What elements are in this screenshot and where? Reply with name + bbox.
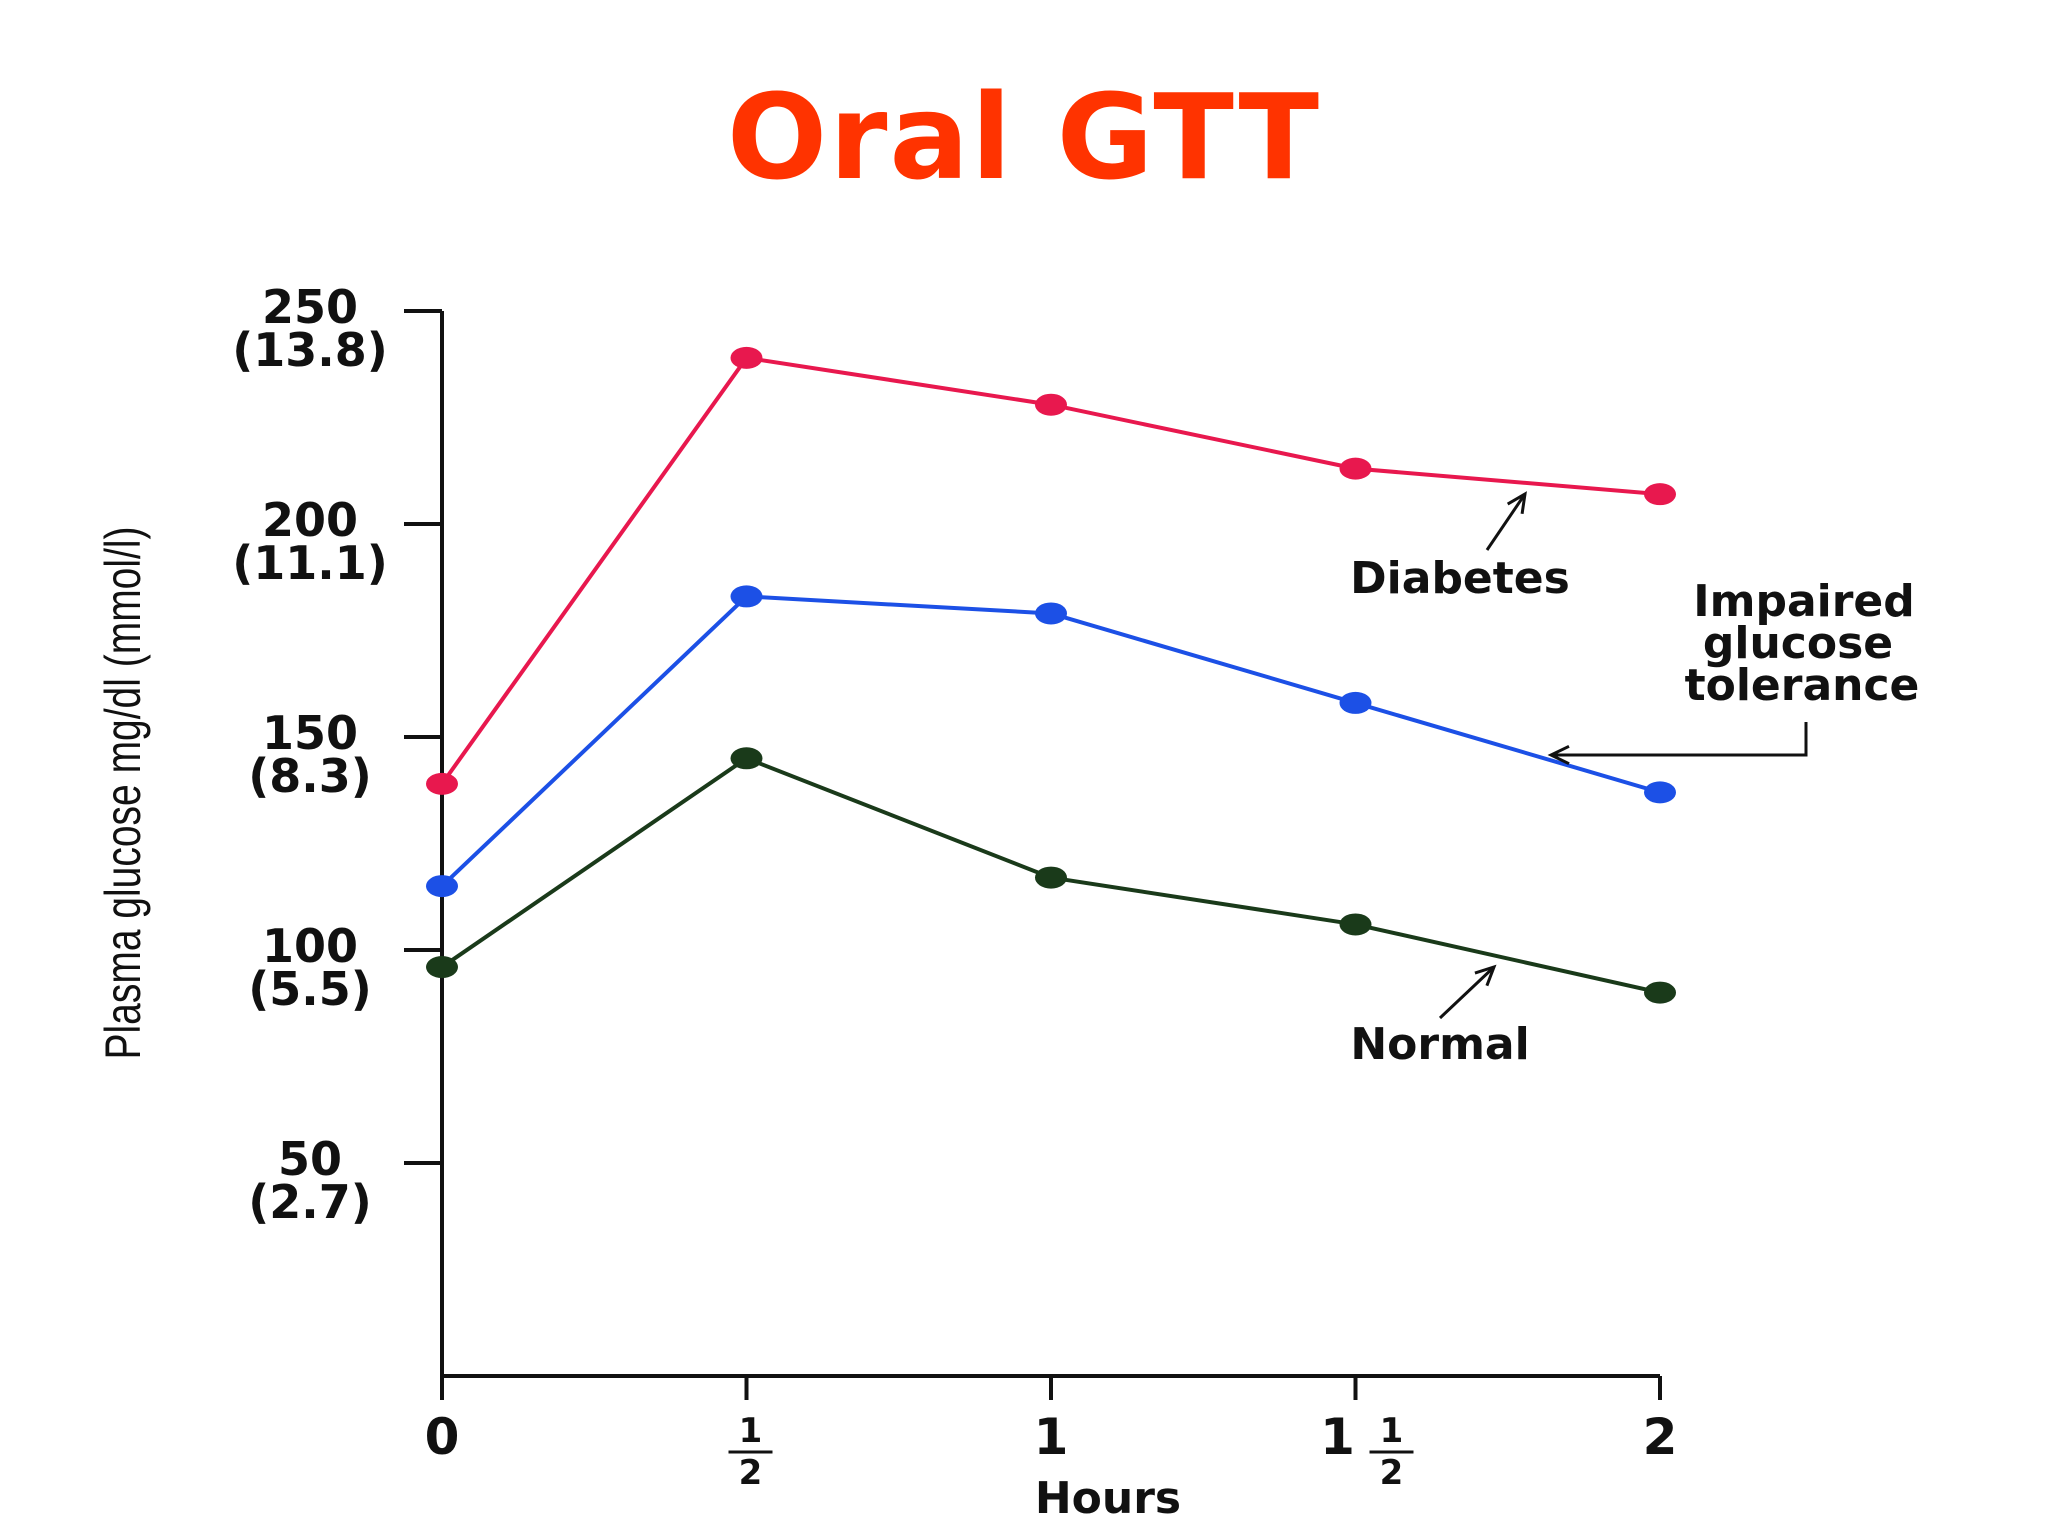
arrow-normal-head [1474, 964, 1497, 987]
data-point-normal [1339, 913, 1372, 936]
y-tick-label: 250 [262, 280, 358, 334]
arrow-impaired-head [1547, 744, 1570, 766]
x-axis-label: Hours [1035, 1473, 1181, 1524]
data-series [426, 346, 1676, 1004]
y-tick-mmol-label: (5.5) [248, 962, 372, 1016]
x-tick-fraction-numerator: 1 [739, 1411, 763, 1451]
data-point-normal [1644, 981, 1676, 1004]
data-point-diabetes [426, 772, 458, 795]
y-tick-mmol-label: (11.1) [232, 536, 388, 590]
x-tick-fraction-numerator: 1 [1380, 1411, 1404, 1451]
annotation-line: Impaired [1693, 576, 1915, 627]
data-point-diabetes [1035, 393, 1067, 416]
annotation-normal: Normal [1350, 1019, 1529, 1070]
y-tick-mmol-label: (2.7) [248, 1175, 372, 1229]
data-point-impaired [1035, 602, 1067, 625]
y-tick-label: 100 [262, 919, 358, 973]
data-point-diabetes [730, 346, 763, 369]
data-point-impaired [730, 585, 763, 608]
arrow-normal [1438, 965, 1496, 1020]
y-tick-label: 200 [262, 493, 358, 547]
y-axis-ticks: 50(2.7) 100(5.5) 150(8.3) 200(11.1) 250(13.8… [232, 280, 442, 1229]
x-tick-label: 0 [425, 1408, 460, 1466]
data-point-impaired [1644, 781, 1676, 804]
x-tick-label: 2 [1643, 1408, 1678, 1466]
data-point-normal [730, 747, 763, 770]
y-tick-mmol-label: (13.8) [232, 323, 388, 377]
annotation-diabetes: Diabetes [1350, 553, 1570, 604]
y-axis-label: Plasma glucose mg/dl (mmol/l) [94, 526, 151, 1059]
y-tick-label: 150 [262, 706, 358, 760]
leader-impaired [1553, 722, 1808, 757]
annotation-line: tolerance [1685, 660, 1920, 711]
x-tick-fraction-denominator: 2 [739, 1453, 763, 1493]
arrow-diabetes-head [1506, 491, 1527, 515]
x-tick-label: 1 [1034, 1408, 1069, 1466]
x-tick-label: 1 [1320, 1408, 1355, 1466]
data-point-impaired [426, 875, 458, 898]
y-tick-mmol-label: (8.3) [248, 749, 372, 803]
data-point-impaired [1339, 691, 1372, 714]
chart-title: Oral GTT [726, 68, 1322, 206]
arrow-diabetes [1485, 493, 1527, 551]
x-tick-fraction-denominator: 2 [1380, 1453, 1404, 1493]
data-point-normal [1035, 866, 1067, 889]
annotation-line: glucose [1703, 618, 1893, 669]
annotations: Diabetes Impaired glucose tolerance Normal [1350, 491, 1920, 1070]
x-axis-ticks: 0 121 1 122 [425, 1376, 1678, 1493]
data-point-diabetes [1339, 457, 1372, 480]
data-point-diabetes [1644, 483, 1676, 506]
data-point-normal [426, 956, 458, 979]
annotation-impaired-glucose-tolerance: Impaired glucose tolerance [1685, 576, 1920, 711]
y-tick-label: 50 [278, 1132, 342, 1186]
